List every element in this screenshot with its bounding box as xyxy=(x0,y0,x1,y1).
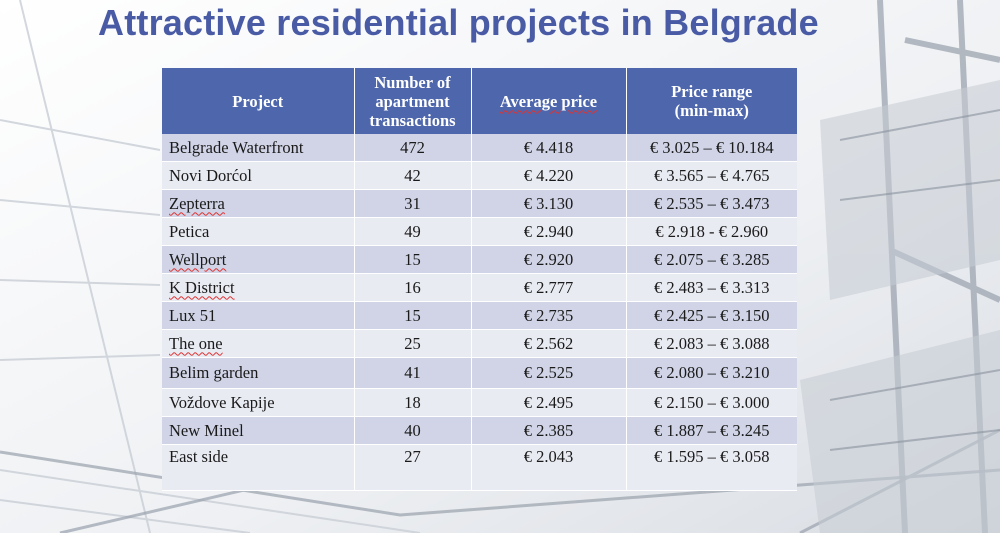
project-name: New Minel xyxy=(162,416,355,445)
transactions-cell: 15 xyxy=(354,301,472,330)
average-price-cell: € 2.525 xyxy=(471,357,627,389)
average-price-cell: € 2.495 xyxy=(471,388,627,417)
average-price-cell: € 2.920 xyxy=(471,245,627,274)
table-row: New Minel 40 € 2.385 € 1.887 – € 3.245 xyxy=(162,416,797,445)
price-range-cell: € 2.080 – € 3.210 xyxy=(626,357,797,389)
price-range-cell: € 2.425 – € 3.150 xyxy=(626,301,797,330)
project-name: K District xyxy=(162,273,355,302)
project-name: Wellport xyxy=(162,245,355,274)
average-price-cell: € 2.385 xyxy=(471,416,627,445)
transactions-cell: 31 xyxy=(354,189,472,218)
table-row: Novi Dorćol 42 € 4.220 € 3.565 – € 4.765 xyxy=(162,161,797,190)
table-row: Belim garden 41 € 2.525 € 2.080 – € 3.21… xyxy=(162,357,797,389)
table-row: Petica 49 € 2.940 € 2.918 - € 2.960 xyxy=(162,217,797,246)
average-price-cell: € 3.130 xyxy=(471,189,627,218)
project-name: Petica xyxy=(162,217,355,246)
project-name: The one xyxy=(162,329,355,358)
transactions-cell: 472 xyxy=(354,134,472,162)
project-name: Lux 51 xyxy=(162,301,355,330)
header-average-price: Average price xyxy=(471,68,627,134)
price-range-cell: € 3.565 – € 4.765 xyxy=(626,161,797,190)
price-range-cell: € 1.887 – € 3.245 xyxy=(626,416,797,445)
table-row: K District 16 € 2.777 € 2.483 – € 3.313 xyxy=(162,273,797,302)
table-row: Voždove Kapije 18 € 2.495 € 2.150 – € 3.… xyxy=(162,388,797,417)
transactions-cell: 40 xyxy=(354,416,472,445)
price-range-cell: € 1.595 – € 3.058 xyxy=(626,444,797,491)
price-range-cell: € 2.083 – € 3.088 xyxy=(626,329,797,358)
price-range-cell: € 2.535 – € 3.473 xyxy=(626,189,797,218)
average-price-cell: € 4.220 xyxy=(471,161,627,190)
transactions-cell: 41 xyxy=(354,357,472,389)
average-price-cell: € 2.043 xyxy=(471,444,627,491)
header-project: Project xyxy=(162,68,355,134)
projects-table: Project Number of apartment transactions… xyxy=(162,68,797,491)
table-row: East side 27 € 2.043 € 1.595 – € 3.058 xyxy=(162,444,797,491)
project-name: Voždove Kapije xyxy=(162,388,355,417)
transactions-cell: 49 xyxy=(354,217,472,246)
transactions-cell: 18 xyxy=(354,388,472,417)
average-price-cell: € 2.777 xyxy=(471,273,627,302)
header-transactions: Number of apartment transactions xyxy=(354,68,472,134)
table-row: Belgrade Waterfront 472 € 4.418 € 3.025 … xyxy=(162,134,797,162)
average-price-cell: € 4.418 xyxy=(471,134,627,162)
project-name: Zepterra xyxy=(162,189,355,218)
price-range-cell: € 2.483 – € 3.313 xyxy=(626,273,797,302)
table-row: Wellport 15 € 2.920 € 2.075 – € 3.285 xyxy=(162,245,797,274)
average-price-cell: € 2.562 xyxy=(471,329,627,358)
table-row: Zepterra 31 € 3.130 € 2.535 – € 3.473 xyxy=(162,189,797,218)
project-name: East side xyxy=(162,444,355,491)
page-title: Attractive residential projects in Belgr… xyxy=(98,2,819,43)
price-range-cell: € 2.918 - € 2.960 xyxy=(626,217,797,246)
project-name: Novi Dorćol xyxy=(162,161,355,190)
project-name: Belgrade Waterfront xyxy=(162,134,355,162)
price-range-cell: € 2.075 – € 3.285 xyxy=(626,245,797,274)
table-row: Lux 51 15 € 2.735 € 2.425 – € 3.150 xyxy=(162,301,797,330)
table-header-row: Project Number of apartment transactions… xyxy=(162,68,797,134)
table-row: The one 25 € 2.562 € 2.083 – € 3.088 xyxy=(162,329,797,358)
price-range-cell: € 3.025 – € 10.184 xyxy=(626,134,797,162)
header-price-range: Price range (min-max) xyxy=(626,68,797,134)
average-price-cell: € 2.940 xyxy=(471,217,627,246)
project-name: Belim garden xyxy=(162,357,355,389)
transactions-cell: 16 xyxy=(354,273,472,302)
average-price-cell: € 2.735 xyxy=(471,301,627,330)
price-range-cell: € 2.150 – € 3.000 xyxy=(626,388,797,417)
transactions-cell: 42 xyxy=(354,161,472,190)
transactions-cell: 25 xyxy=(354,329,472,358)
transactions-cell: 15 xyxy=(354,245,472,274)
transactions-cell: 27 xyxy=(354,444,472,491)
